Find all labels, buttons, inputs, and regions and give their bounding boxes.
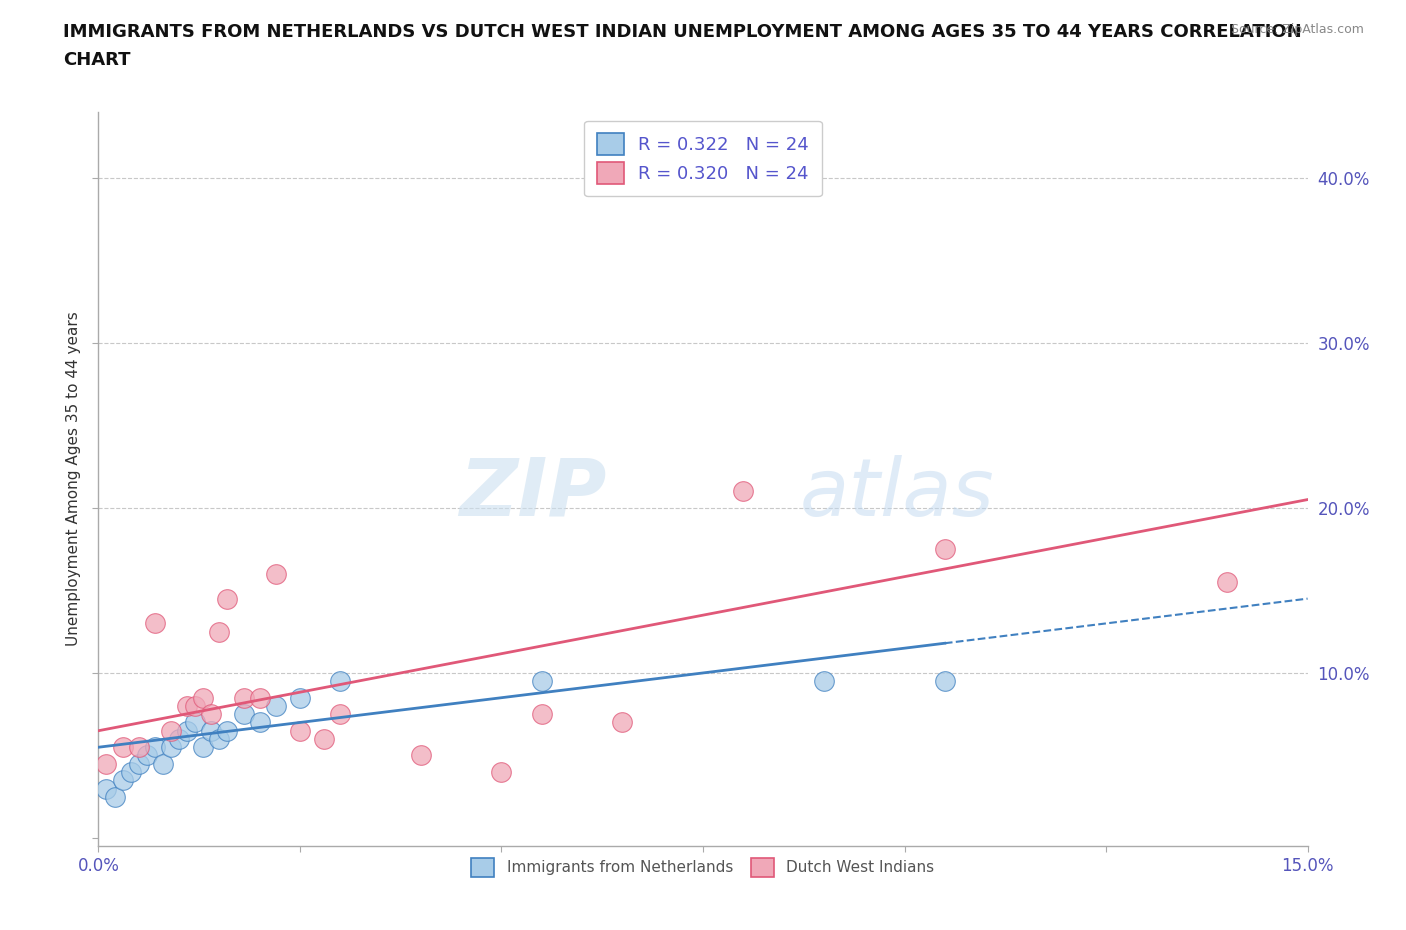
Point [96, 756, 118, 771]
Point [1216, 575, 1239, 590]
Point [612, 715, 634, 730]
Point [193, 690, 215, 705]
Point [200, 724, 222, 738]
Legend: Immigrants from Netherlands, Dutch West Indians: Immigrants from Netherlands, Dutch West … [465, 852, 941, 883]
Point [193, 739, 215, 754]
Point [232, 690, 254, 705]
Point [264, 566, 287, 581]
Point [96, 781, 118, 796]
Point [128, 739, 150, 754]
Point [111, 739, 134, 754]
Point [160, 724, 183, 738]
Point [184, 698, 207, 713]
Point [232, 707, 254, 722]
Point [103, 790, 125, 804]
Point [314, 732, 336, 747]
Point [530, 707, 553, 722]
Point [813, 673, 835, 688]
Point [176, 698, 198, 713]
Point [288, 690, 311, 705]
Point [128, 756, 150, 771]
Point [208, 624, 231, 639]
Point [217, 724, 239, 738]
Point [329, 707, 352, 722]
Point [176, 724, 198, 738]
Point [120, 764, 142, 779]
Point [249, 690, 271, 705]
Point [264, 698, 287, 713]
Point [934, 541, 956, 556]
Point [111, 773, 134, 788]
Point [143, 739, 166, 754]
Point [329, 673, 352, 688]
Text: ZIP: ZIP [458, 455, 606, 533]
Text: atlas: atlas [800, 455, 994, 533]
Point [184, 715, 207, 730]
Point [143, 616, 166, 631]
Y-axis label: Unemployment Among Ages 35 to 44 years: Unemployment Among Ages 35 to 44 years [66, 312, 82, 646]
Point [409, 748, 432, 763]
Point [217, 591, 239, 606]
Point [152, 756, 174, 771]
Point [160, 739, 183, 754]
Text: IMMIGRANTS FROM NETHERLANDS VS DUTCH WEST INDIAN UNEMPLOYMENT AMONG AGES 35 TO 4: IMMIGRANTS FROM NETHERLANDS VS DUTCH WES… [63, 23, 1302, 41]
Point [288, 724, 311, 738]
Point [249, 715, 271, 730]
Point [200, 707, 222, 722]
Point [733, 484, 755, 498]
Point [167, 732, 190, 747]
Point [208, 732, 231, 747]
Text: Source: ZipAtlas.com: Source: ZipAtlas.com [1230, 23, 1364, 36]
Text: CHART: CHART [63, 51, 131, 69]
Point [491, 764, 513, 779]
Point [135, 748, 157, 763]
Point [530, 673, 553, 688]
Point [934, 673, 956, 688]
